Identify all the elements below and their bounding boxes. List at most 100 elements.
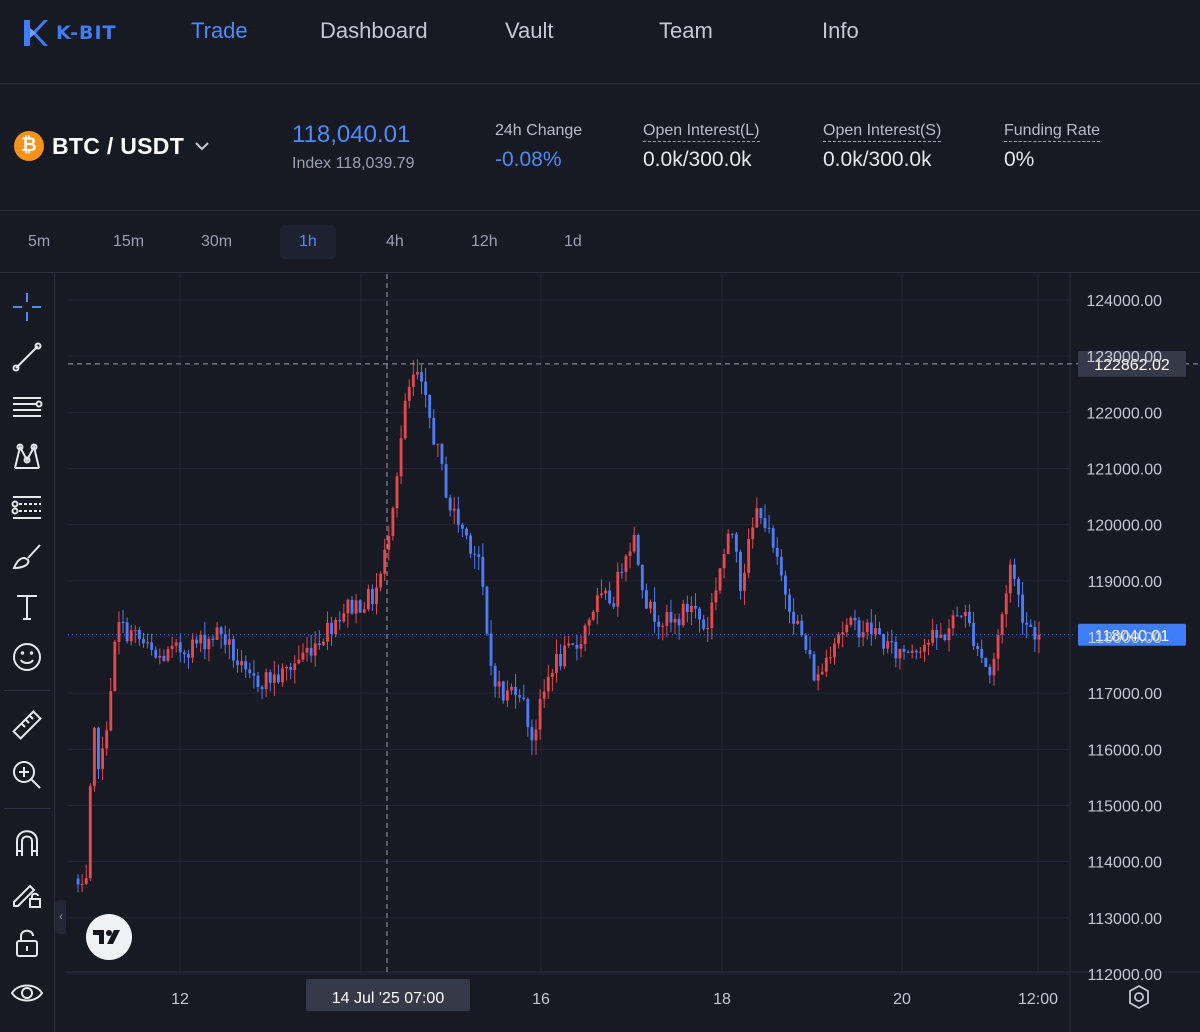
zoom-in-icon[interactable]	[8, 756, 46, 794]
candle-body	[469, 535, 473, 554]
candle-body	[1025, 622, 1029, 625]
candle-body	[718, 568, 722, 591]
candle-body	[845, 624, 849, 633]
candle-body	[702, 619, 706, 629]
nav-vault[interactable]: Vault	[505, 18, 554, 43]
nav-dashboard[interactable]: Dashboard	[320, 18, 428, 43]
last-price-tag-label: 118040.01	[1095, 628, 1170, 645]
candle-body	[109, 691, 113, 731]
crosshair-icon[interactable]	[8, 288, 46, 326]
fib-levels-icon[interactable]	[8, 488, 46, 526]
candle-body	[714, 590, 718, 603]
candle-body	[150, 642, 154, 650]
candle-body	[522, 697, 526, 700]
tradingview-logo[interactable]	[86, 914, 132, 960]
candle-body	[681, 603, 685, 626]
time-axis[interactable]: 12 16 18 20 12:00	[171, 991, 1058, 1008]
collapse-toolbar-handle[interactable]: ‹	[55, 900, 67, 934]
candle-body	[579, 644, 583, 649]
candle-body	[97, 727, 100, 770]
trend-line-icon[interactable]	[8, 338, 46, 376]
candle-body	[456, 508, 460, 525]
candle-body	[199, 634, 203, 644]
ruler-icon[interactable]	[8, 706, 46, 744]
candle-body	[411, 374, 415, 387]
candle-body	[432, 417, 436, 445]
candle-body	[240, 661, 244, 666]
candle-body	[105, 730, 109, 749]
candle-body	[92, 727, 96, 787]
candle-body	[689, 605, 693, 613]
pattern-icon[interactable]	[8, 438, 46, 476]
candle-body	[346, 599, 350, 614]
candle-body	[665, 611, 669, 626]
candle-body	[600, 593, 603, 596]
timeframe-1d[interactable]: 1d	[564, 233, 582, 250]
timeframe-5m[interactable]: 5m	[28, 233, 51, 250]
candle-body	[289, 666, 293, 670]
candle-body	[256, 675, 260, 688]
pair-label: BTC / USDT	[52, 132, 185, 159]
candle-body	[628, 551, 632, 556]
candle-body	[935, 630, 939, 638]
text-tool-icon[interactable]	[8, 588, 46, 626]
eye-icon[interactable]	[8, 974, 46, 1012]
candle-body	[939, 634, 943, 638]
candle-body	[963, 611, 967, 617]
brand-logo[interactable]: K-BIT	[22, 18, 116, 48]
funding-rate-label[interactable]: Funding Rate	[1004, 122, 1101, 142]
emoji-icon[interactable]	[8, 638, 46, 676]
candle-body	[371, 589, 374, 605]
pair-selector[interactable]: ₿ BTC / USDT	[14, 131, 210, 161]
candle-body	[759, 508, 763, 519]
nav-trade[interactable]: Trade	[191, 18, 248, 43]
timeframe-1h[interactable]: 1h	[280, 225, 336, 259]
oi-long-label[interactable]: Open Interest(L)	[643, 122, 760, 142]
candle-body	[694, 605, 697, 609]
timeframe-15m[interactable]: 15m	[113, 233, 145, 250]
timeframe-12h[interactable]: 12h	[471, 233, 498, 250]
toolbar-divider	[4, 690, 51, 691]
toolbar-divider	[4, 808, 51, 809]
candlestick-chart[interactable]: 118040.01 122862.02 14 Jul '25 07:00 12400…	[66, 274, 1200, 1032]
price-chart[interactable]: 118040.01 122862.02 14 Jul '25 07:00 12400…	[66, 274, 1200, 1032]
candle-body	[526, 699, 530, 727]
candle-body	[608, 590, 612, 604]
index-price: Index 118,039.79	[292, 155, 415, 172]
candle-body	[309, 647, 313, 656]
candle-body	[133, 629, 137, 631]
candle-body	[972, 623, 975, 646]
candle-body	[80, 883, 84, 885]
funding-rate-value: 0%	[1004, 148, 1035, 171]
timeframe-4h[interactable]: 4h	[386, 233, 404, 250]
lock-drawing-icon[interactable]	[8, 874, 46, 912]
magnet-icon[interactable]	[8, 824, 46, 862]
candle-body	[616, 571, 620, 607]
candle-body	[518, 694, 522, 698]
price-axis[interactable]: 124000.00 123000.00 122000.00 121000.00 1200…	[1086, 293, 1162, 984]
brush-icon[interactable]	[8, 538, 46, 576]
nav-info[interactable]: Info	[822, 18, 859, 43]
horizontal-lines-icon[interactable]	[8, 388, 46, 426]
timeframe-30m[interactable]: 30m	[201, 233, 233, 250]
candle-body	[595, 595, 599, 612]
candle-body	[338, 620, 342, 622]
candle-body	[158, 656, 162, 658]
candle-body	[996, 634, 1000, 659]
candle-body	[931, 630, 935, 643]
chart-settings-icon[interactable]	[1126, 984, 1152, 1010]
time-tick-label: 16	[532, 991, 550, 1008]
candle-body	[260, 687, 264, 690]
candle-body	[415, 372, 419, 375]
candle-body	[497, 681, 501, 687]
candle-body	[988, 666, 992, 676]
price-tick-label: 124000.00	[1086, 293, 1162, 310]
oi-short-label[interactable]: Open Interest(S)	[823, 122, 942, 142]
nav-team[interactable]: Team	[659, 18, 713, 43]
candle-body	[162, 656, 166, 661]
candle-body	[244, 661, 248, 670]
change-label: 24h Change	[495, 122, 583, 139]
lock-icon[interactable]	[8, 924, 46, 962]
candle-body	[710, 602, 714, 629]
candle-body	[117, 622, 121, 642]
